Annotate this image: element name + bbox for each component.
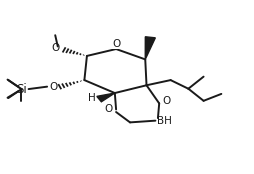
Text: O: O [104, 104, 113, 114]
Text: O: O [52, 43, 60, 53]
Text: O: O [112, 38, 120, 49]
Text: H: H [88, 93, 96, 103]
Text: O: O [49, 82, 57, 92]
Polygon shape [145, 37, 155, 59]
Text: O: O [162, 96, 170, 106]
Polygon shape [97, 93, 114, 102]
Text: Si: Si [16, 83, 27, 96]
Text: BH: BH [156, 116, 171, 126]
